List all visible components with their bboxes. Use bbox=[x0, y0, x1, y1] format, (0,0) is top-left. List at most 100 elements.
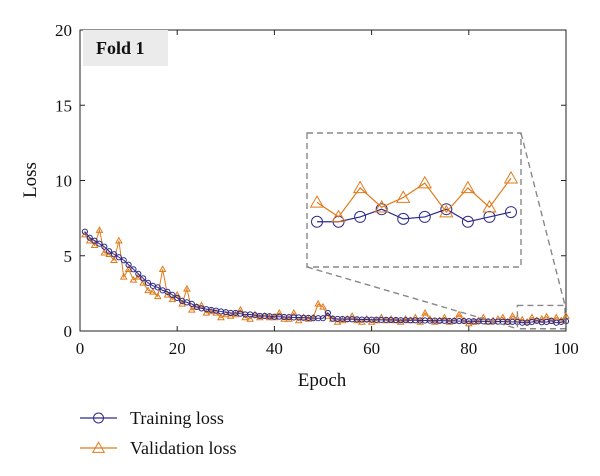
validation-loss-point bbox=[90, 241, 99, 248]
validation-loss-point bbox=[304, 314, 313, 322]
validation-loss-point bbox=[498, 313, 507, 321]
validation-loss-point bbox=[455, 310, 463, 318]
validation-loss-point bbox=[207, 307, 216, 315]
y-tick-label: 5 bbox=[64, 247, 73, 266]
validation-loss-point bbox=[331, 209, 346, 223]
training-loss-point bbox=[91, 237, 98, 244]
validation-loss-point bbox=[460, 180, 476, 194]
validation-loss-point bbox=[100, 248, 109, 256]
x-tick-label: 20 bbox=[169, 339, 186, 358]
validation-loss-point bbox=[387, 314, 395, 322]
validation-loss-point bbox=[508, 311, 517, 319]
training-loss-point bbox=[188, 300, 195, 308]
training-loss-point bbox=[505, 206, 517, 219]
validation-loss-point bbox=[430, 317, 439, 325]
validation-loss-point bbox=[416, 317, 425, 325]
training-loss-point bbox=[140, 275, 147, 282]
training-loss-point bbox=[461, 215, 474, 228]
zoom-inset bbox=[306, 132, 566, 330]
x-tick-label: 0 bbox=[76, 339, 85, 358]
validation-loss-point bbox=[309, 195, 325, 208]
validation-loss-point bbox=[144, 286, 152, 294]
validation-loss-point bbox=[246, 314, 254, 322]
validation-loss-point bbox=[280, 314, 288, 322]
validation-loss-point bbox=[319, 302, 327, 310]
inset-validation-series bbox=[309, 170, 519, 223]
validation-loss-point bbox=[285, 314, 293, 322]
validation-loss-point bbox=[523, 317, 531, 325]
training-loss-point bbox=[324, 309, 331, 317]
validation-loss-point bbox=[352, 180, 368, 194]
zoom-connector-right bbox=[520, 132, 566, 306]
validation-loss-point bbox=[197, 301, 206, 309]
training-loss-point bbox=[169, 291, 176, 298]
validation-loss-point bbox=[338, 316, 347, 324]
validation-loss-point bbox=[401, 314, 410, 322]
plot-axes: 0 20 40 60 80 100 0 5 10 15 20 bbox=[55, 21, 579, 358]
validation-loss-point bbox=[236, 305, 245, 313]
panel-label-box: Fold 1 bbox=[83, 30, 168, 66]
training-loss-point bbox=[375, 203, 388, 216]
legend-label: Training loss bbox=[130, 408, 224, 428]
validation-loss-point bbox=[479, 313, 488, 321]
validation-loss-point bbox=[124, 265, 133, 273]
validation-loss-point bbox=[348, 311, 357, 319]
x-tick-label: 80 bbox=[460, 339, 477, 358]
training-loss-point bbox=[397, 212, 410, 225]
validation-loss-point bbox=[440, 313, 449, 321]
validation-loss-point bbox=[439, 204, 454, 218]
validation-loss-point bbox=[417, 175, 432, 189]
validation-loss-point bbox=[353, 316, 361, 324]
validation-loss-point bbox=[532, 316, 541, 324]
x-tick-label: 40 bbox=[266, 339, 283, 358]
zoom-region-box bbox=[516, 304, 566, 330]
training-loss-point bbox=[110, 251, 118, 258]
y-tick-label: 20 bbox=[55, 21, 72, 40]
validation-loss-point bbox=[275, 308, 284, 316]
validation-loss-point bbox=[173, 290, 182, 298]
y-axis-label: Loss bbox=[20, 162, 41, 198]
training-loss-point bbox=[440, 203, 453, 216]
training-loss-point bbox=[86, 234, 93, 241]
validation-loss-point bbox=[299, 313, 308, 321]
validation-loss-point bbox=[115, 236, 123, 244]
training-loss-point bbox=[483, 210, 496, 223]
validation-loss-point bbox=[450, 316, 459, 324]
validation-loss-point bbox=[396, 190, 411, 203]
legend-label: Validation loss bbox=[130, 438, 237, 458]
validation-loss-point bbox=[460, 316, 468, 324]
inset-frame bbox=[306, 132, 522, 268]
validation-loss-point bbox=[362, 314, 371, 322]
validation-loss-point bbox=[119, 272, 128, 280]
validation-loss-point bbox=[445, 317, 454, 325]
x-tick-label: 100 bbox=[553, 339, 579, 358]
validation-loss-point bbox=[91, 441, 106, 453]
training-loss-point bbox=[96, 240, 103, 247]
validation-loss-point bbox=[202, 308, 211, 316]
validation-loss-point bbox=[537, 314, 546, 322]
training-loss-point bbox=[130, 266, 137, 273]
x-axis-label: Epoch bbox=[298, 370, 347, 391]
training-loss-point bbox=[120, 257, 127, 264]
series-layer bbox=[81, 226, 570, 327]
training-loss-point bbox=[81, 228, 88, 235]
validation-loss-point bbox=[251, 310, 259, 318]
validation-loss-point bbox=[489, 316, 497, 324]
validation-loss-point bbox=[314, 299, 322, 307]
validation-loss-point bbox=[513, 314, 522, 322]
training-loss-point bbox=[562, 318, 570, 325]
y-tick-label: 0 bbox=[64, 322, 73, 341]
training-loss-series bbox=[81, 228, 570, 326]
validation-loss-point bbox=[153, 292, 162, 300]
inset-line bbox=[317, 208, 512, 223]
training-loss-point bbox=[144, 279, 152, 286]
training-loss-point bbox=[354, 210, 367, 223]
validation-loss-point bbox=[231, 310, 240, 318]
validation-loss-point bbox=[421, 308, 429, 316]
validation-loss-point bbox=[110, 256, 118, 264]
x-tick-label: 60 bbox=[363, 339, 380, 358]
validation-loss-point bbox=[503, 170, 519, 184]
validation-loss-point bbox=[518, 315, 527, 323]
y-tick-label: 15 bbox=[55, 96, 72, 115]
